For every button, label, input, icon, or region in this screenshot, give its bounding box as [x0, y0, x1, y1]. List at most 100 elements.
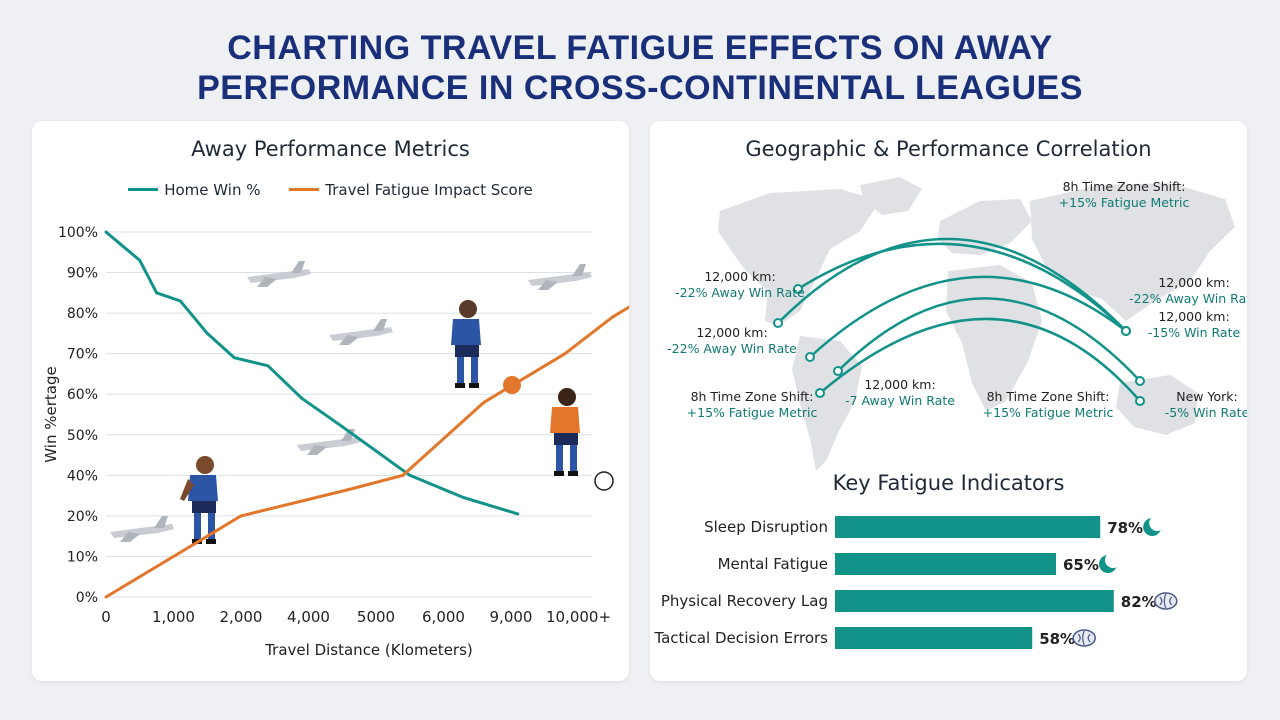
series-line-0: [105, 230, 519, 516]
map-annotation-line1: 8h Time Zone Shift:: [691, 389, 814, 404]
airplane-icon: [110, 516, 174, 542]
arc-node: [833, 366, 843, 376]
asia-shape: [1030, 183, 1235, 321]
y-tick-label: 40%: [67, 468, 98, 484]
legend-label-home-win: Home Win %: [164, 180, 261, 199]
y-tick-label: 60%: [67, 387, 98, 403]
y-tick-label: 20%: [67, 509, 98, 525]
brain-icon: [1072, 629, 1096, 647]
y-tick-label: 50%: [67, 428, 98, 444]
legend-swatch-teal: [128, 188, 159, 191]
bar-label: Tactical Decision Errors: [653, 629, 828, 647]
series-point-1: [205, 534, 209, 538]
map-annotation-line1: 12,000 km:: [1158, 275, 1229, 290]
travel-arc: [777, 237, 1127, 332]
map-annotation-line2: +15% Fatigue Metric: [687, 405, 818, 420]
bar-chart-title: Key Fatigue Indicators: [832, 471, 1065, 495]
australia-shape: [1116, 375, 1198, 435]
y-tick-label: 10%: [67, 549, 98, 565]
line-chart-plot: 0% 10% 20% 40% 50% 60% 70% 80% 90% 100% 0 1,000 2,00…: [42, 225, 629, 659]
series-point-1: [482, 400, 486, 404]
line-series: [104, 230, 629, 599]
series-point-1: [104, 595, 108, 599]
fatigue-bar: [835, 590, 1114, 612]
world-map: 8h Time Zone Shift:+15% Fatigue Metric12…: [667, 177, 1247, 471]
series-point-0: [232, 356, 236, 360]
arc-node: [773, 318, 783, 328]
moon-icon: [1143, 515, 1166, 536]
arc-node: [793, 284, 803, 294]
travel-arcs: [773, 237, 1145, 406]
series-point-0: [155, 291, 159, 295]
tired-player-icon: [550, 388, 614, 491]
travel-arc: [797, 242, 1127, 332]
page-title-line-1: CHARTING TRAVEL FATIGUE EFFECTS ON AWAY: [227, 29, 1053, 67]
page-title: CHARTING TRAVEL FATIGUE EFFECTS ON AWAY …: [0, 28, 1280, 108]
axes: 0% 10% 20% 40% 50% 60% 70% 80% 90% 100% 0 1,000 2,00…: [42, 225, 611, 659]
map-annotation-line2: -22% Away Win Rate: [1129, 291, 1247, 306]
y-tick-label: 90%: [67, 266, 98, 282]
decorations: [110, 261, 614, 544]
series-point-1: [563, 352, 567, 356]
x-tick-label: 9,000: [490, 608, 533, 626]
airplane-icon: [247, 261, 311, 287]
grid-lines: [106, 231, 592, 598]
legend-label-fatigue: Travel Fatigue Impact Score: [325, 180, 533, 199]
europe-shape: [938, 199, 1032, 255]
moon-icon: [1099, 552, 1121, 573]
bar-chart: Sleep Disruption 78% Mental Fatigue 65% Phys…: [653, 515, 1178, 649]
map-annotation-line1: 12,000 km:: [696, 325, 767, 340]
arc-node: [815, 388, 825, 398]
airplane-icon: [329, 319, 393, 345]
geographic-panel: Geographic & Performance Correlation 8h …: [650, 121, 1247, 681]
fatigue-bar: [835, 516, 1101, 538]
series-point-0: [178, 299, 182, 303]
map-annotation-line2: -7 Away Win Rate: [845, 393, 955, 408]
map-annotation-line2: +15% Fatigue Metric: [1059, 195, 1190, 210]
y-axis-label: Win %ertage: [42, 366, 60, 462]
map-title: Geographic & Performance Correlation: [745, 137, 1152, 161]
x-tick-label: 6,000: [422, 608, 465, 626]
bar-label: Mental Fatigue: [718, 555, 828, 573]
fatigue-bar: [835, 553, 1056, 575]
series-point-0: [138, 258, 142, 262]
map-annotation-line1: New York:: [1176, 389, 1237, 404]
series-point-1: [610, 315, 614, 319]
series-point-0: [104, 230, 108, 234]
x-tick-label: 2,000: [220, 608, 263, 626]
series-point-0: [462, 496, 466, 500]
map-annotation-line1: 8h Time Zone Shift:: [1063, 179, 1186, 194]
away-performance-panel: Away Performance Metrics Home Win % Trav…: [32, 121, 629, 681]
series-point-0: [340, 425, 344, 429]
y-tick-label: 80%: [67, 306, 98, 322]
series-point-1: [401, 473, 405, 477]
x-tick-label: 5000: [357, 608, 395, 626]
bar-value-label: 65%: [1063, 556, 1099, 574]
travel-arc: [837, 297, 1141, 382]
north-america-shape: [718, 189, 880, 326]
series-point-0: [300, 396, 304, 400]
map-annotation-line2: -15% Win Rate: [1148, 325, 1241, 340]
airplane-icon: [528, 264, 592, 290]
series-point-1: [165, 559, 169, 562]
series-point-1: [509, 384, 513, 388]
travel-arc: [819, 317, 1141, 402]
map-annotation-line1: 8h Time Zone Shift:: [987, 389, 1110, 404]
legend-item-home-win: Home Win %: [128, 181, 260, 199]
arc-node: [1135, 396, 1145, 406]
travel-arc: [809, 275, 1127, 358]
x-axis-label: Travel Distance (Klometers): [264, 641, 473, 659]
x-tick-label: 10,000+: [546, 608, 611, 626]
brain-icon: [1154, 592, 1178, 610]
y-tick-label: 70%: [67, 347, 98, 363]
arc-node: [1135, 376, 1145, 386]
bar-label: Sleep Disruption: [704, 518, 828, 536]
page-title-line-2: PERFORMANCE IN CROSS-CONTINENTAL LEAGUES: [197, 69, 1083, 107]
legend-swatch-orange: [289, 188, 320, 191]
greenland-shape: [860, 177, 922, 215]
x-tick-label: 0: [101, 608, 111, 626]
bar-label: Physical Recovery Lag: [661, 592, 828, 610]
x-tick-label: 1,000: [152, 608, 195, 626]
map-annotation-line2: +15% Fatigue Metric: [983, 405, 1114, 420]
south-america-shape: [792, 336, 862, 471]
